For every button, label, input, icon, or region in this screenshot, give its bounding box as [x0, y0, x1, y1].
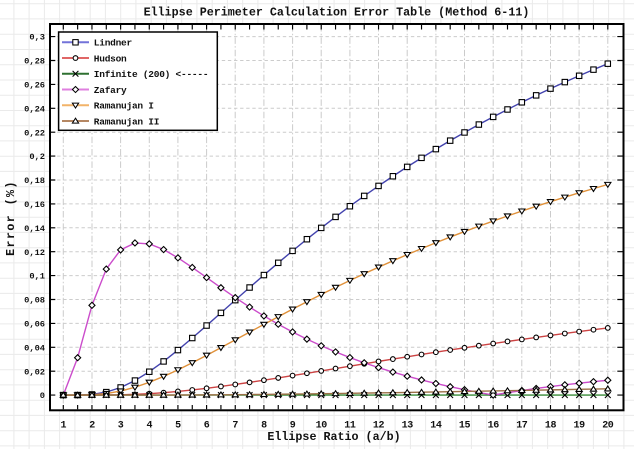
svg-text:Ramanujan I: Ramanujan I [94, 101, 154, 112]
svg-text:0,04: 0,04 [24, 343, 45, 353]
svg-text:4: 4 [146, 420, 152, 431]
svg-text:16: 16 [488, 420, 500, 431]
svg-text:3: 3 [118, 420, 124, 431]
svg-text:0,26: 0,26 [24, 81, 45, 91]
svg-text:7: 7 [232, 420, 238, 431]
svg-text:0,22: 0,22 [24, 128, 45, 138]
svg-text:Ellipse Ratio (a/b): Ellipse Ratio (a/b) [267, 430, 400, 444]
svg-text:0,12: 0,12 [24, 248, 45, 258]
svg-text:8: 8 [261, 420, 267, 431]
svg-text:20: 20 [602, 420, 614, 431]
svg-text:0,3: 0,3 [29, 33, 45, 43]
svg-text:0,24: 0,24 [24, 104, 45, 114]
svg-text:2: 2 [89, 420, 95, 431]
svg-text:0: 0 [40, 391, 45, 401]
svg-text:12: 12 [373, 420, 385, 431]
svg-text:6: 6 [204, 420, 210, 431]
svg-text:Ellipse Perimeter Calculation: Ellipse Perimeter Calculation Error Tabl… [144, 6, 530, 20]
svg-text:19: 19 [573, 420, 585, 431]
svg-text:0,02: 0,02 [24, 367, 45, 377]
svg-text:Lindner: Lindner [94, 38, 133, 49]
svg-text:Hudson: Hudson [94, 53, 127, 64]
svg-text:Zafary: Zafary [94, 85, 127, 96]
svg-text:Infinite (200) <-----: Infinite (200) <----- [94, 69, 208, 80]
svg-text:18: 18 [545, 420, 557, 431]
svg-text:11: 11 [344, 420, 356, 431]
svg-text:Ramanujan II: Ramanujan II [94, 116, 159, 127]
svg-text:9: 9 [290, 420, 296, 431]
svg-text:0,14: 0,14 [24, 224, 45, 234]
svg-text:0,16: 0,16 [24, 200, 45, 210]
svg-text:Error (%): Error (%) [4, 180, 18, 256]
svg-text:0,1: 0,1 [29, 272, 45, 282]
svg-text:10: 10 [316, 420, 328, 431]
svg-text:1: 1 [60, 420, 66, 431]
svg-text:13: 13 [402, 420, 414, 431]
svg-text:0,28: 0,28 [24, 57, 45, 67]
svg-text:14: 14 [430, 420, 442, 431]
svg-text:15: 15 [459, 420, 471, 431]
svg-text:5: 5 [175, 420, 181, 431]
svg-text:17: 17 [516, 420, 528, 431]
svg-text:0,2: 0,2 [29, 152, 45, 162]
svg-text:0,08: 0,08 [24, 296, 45, 306]
svg-text:0,18: 0,18 [24, 176, 45, 186]
svg-text:0,06: 0,06 [24, 320, 45, 330]
